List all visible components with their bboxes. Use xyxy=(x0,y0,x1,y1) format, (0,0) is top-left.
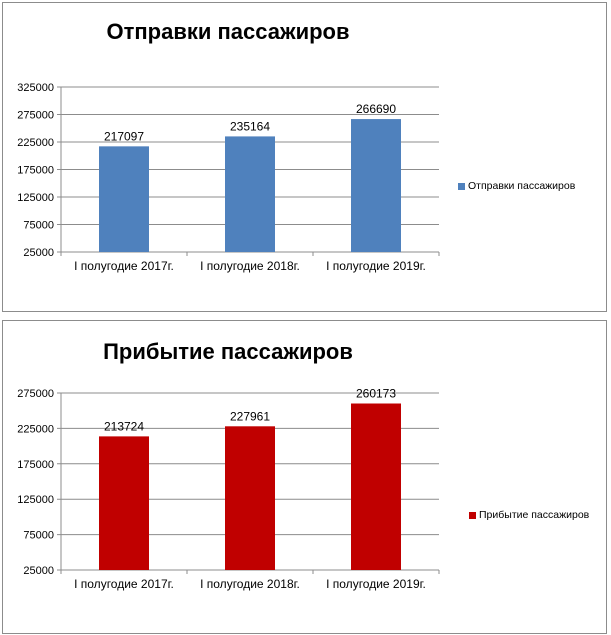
x-tick-label: I полугодие 2017г. xyxy=(74,577,174,591)
x-tick-label: I полугодие 2018г. xyxy=(200,259,300,273)
data-label: 227961 xyxy=(230,409,270,423)
x-tick-label: I полугодие 2017г. xyxy=(74,259,174,273)
bar xyxy=(351,403,401,570)
data-label: 213724 xyxy=(104,419,144,433)
y-tick-label: 275000 xyxy=(17,110,54,122)
x-tick-label: I полугодие 2018г. xyxy=(200,577,300,591)
y-tick-label: 25000 xyxy=(23,565,54,577)
legend-label: Отправки пассажиров xyxy=(468,180,576,192)
y-tick-label: 75000 xyxy=(23,530,54,542)
x-tick-label: I полугодие 2019г. xyxy=(326,577,426,591)
legend: Прибытие пассажиров xyxy=(469,509,589,521)
y-tick-label: 175000 xyxy=(17,459,54,471)
y-tick-label: 225000 xyxy=(17,137,54,149)
y-tick-label: 125000 xyxy=(17,192,54,204)
y-tick-label: 75000 xyxy=(23,220,54,232)
data-label: 235164 xyxy=(230,119,270,133)
chart-panel-departures: Отправки пассажиров 25000 75000 125000 1750… xyxy=(2,2,607,312)
bar xyxy=(225,426,275,570)
bar xyxy=(351,119,401,253)
y-tick-label: 275000 xyxy=(17,388,54,400)
chart-title: Прибытие пассажиров xyxy=(103,339,353,364)
y-tick-label: 25000 xyxy=(23,247,54,259)
y-tick-label: 325000 xyxy=(17,82,54,94)
y-tick-label: 175000 xyxy=(17,165,54,177)
data-label: 260173 xyxy=(356,386,396,400)
legend-swatch xyxy=(458,182,465,190)
chart-panel-arrivals: Прибытие пассажиров 25000 75000 125000 1750… xyxy=(2,320,607,634)
bar xyxy=(99,436,149,570)
bar xyxy=(225,136,275,252)
legend-label: Прибытие пассажиров xyxy=(479,509,590,521)
chart-plot-arrivals: 25000 75000 125000 175000 225000 275000 213724… xyxy=(17,386,440,591)
chart-plot-departures: 25000 75000 125000 175000 225000 275000 325000… xyxy=(17,82,440,273)
chart-title: Отправки пассажиров xyxy=(106,19,350,44)
bar xyxy=(99,146,149,252)
data-label: 217097 xyxy=(104,129,144,143)
x-tick-label: I полугодие 2019г. xyxy=(326,259,426,273)
data-label: 266690 xyxy=(356,102,396,116)
legend: Отправки пассажиров xyxy=(458,180,575,192)
y-tick-label: 225000 xyxy=(17,423,54,435)
legend-swatch xyxy=(469,511,476,519)
y-tick-label: 125000 xyxy=(17,494,54,506)
